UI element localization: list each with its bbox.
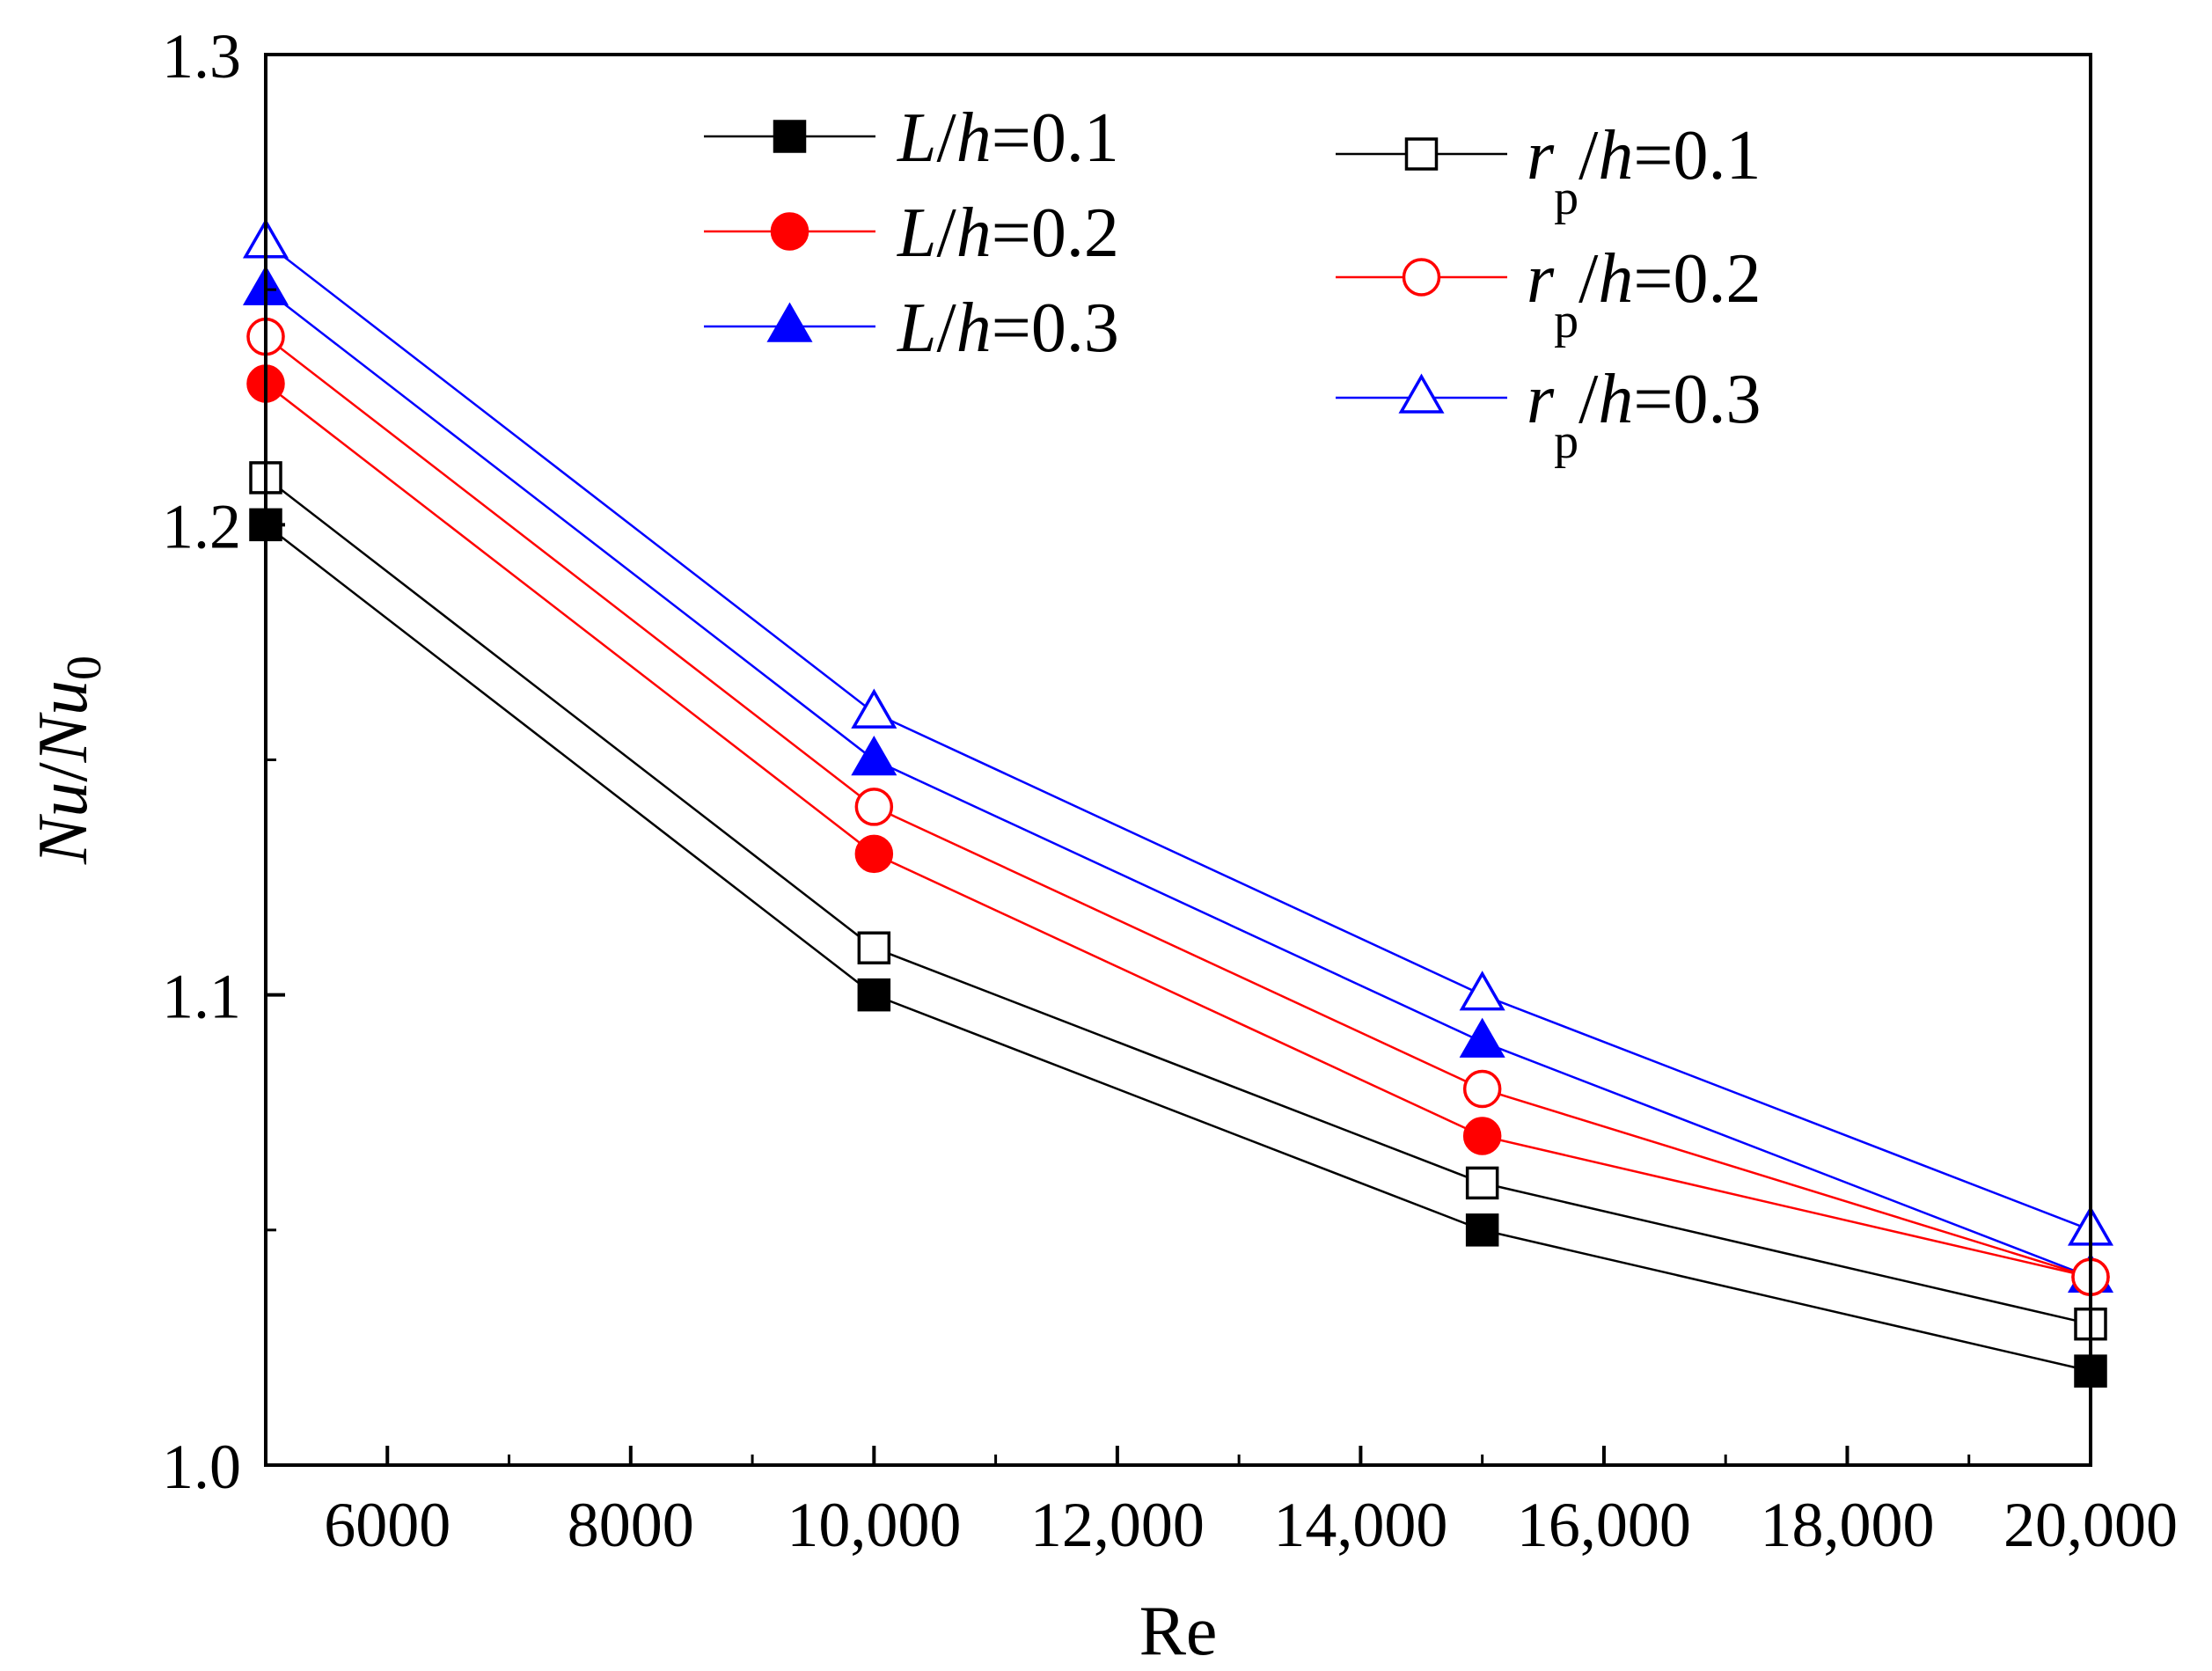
y-tick-label: 1.0: [162, 1432, 241, 1502]
legend-slash: /: [937, 194, 957, 272]
data-point-L02: [1462, 1117, 1502, 1155]
legend-entry-rp03: rp/h=0.3: [1336, 361, 1762, 469]
legend-subscript: p: [1554, 171, 1578, 225]
legend-value: =0.3: [1633, 361, 1761, 438]
series-line-L03: [265, 289, 2091, 1279]
legend-entry-rp01: rp/h=0.1: [1336, 117, 1762, 225]
y-axis-title-b: Nu: [25, 680, 102, 763]
series-line-rp03: [265, 241, 2091, 1231]
y-axis-title-subscript: 0: [57, 656, 112, 680]
legend-label: rp/h=0.3: [1527, 361, 1762, 469]
legend-symbol: r: [1527, 117, 1555, 194]
legend-h: h: [956, 289, 992, 367]
data-point-rp01: [1465, 1166, 1499, 1200]
legend-marker: [1402, 258, 1441, 297]
x-axis-title: Re: [1139, 1593, 1218, 1670]
legend-h: h: [1598, 240, 1633, 318]
legend-h: h: [956, 194, 992, 272]
legend-symbol: r: [1527, 240, 1555, 318]
legend-h: h: [1598, 117, 1633, 194]
plot-markers: [242, 218, 2114, 1388]
x-tick-label: 8000: [568, 1490, 694, 1560]
data-point-L03: [851, 735, 897, 776]
legend-marker: [1404, 137, 1439, 171]
legend-marker: [773, 120, 807, 153]
plot-frame: [264, 53, 2092, 1467]
data-point-L03: [1459, 1017, 1505, 1058]
legend-value: =0.2: [1633, 240, 1761, 318]
legend-entry-L02: L/h=0.2: [704, 194, 1119, 272]
x-tick-label: 10,000: [787, 1490, 961, 1560]
legend-slash: /: [1578, 361, 1599, 438]
series-line-L02: [265, 383, 2091, 1279]
data-point-rp03: [1459, 971, 1505, 1011]
series-line-L01: [265, 524, 2091, 1373]
series-line-rp01: [265, 476, 2091, 1325]
legend-value: =0.1: [992, 99, 1119, 177]
x-tick-label: 14,000: [1273, 1490, 1447, 1560]
legend-label: rp/h=0.2: [1527, 240, 1762, 348]
x-tick-label: 18,000: [1760, 1490, 1934, 1560]
data-point-rp01: [857, 931, 891, 964]
legend-subscript: p: [1554, 294, 1578, 348]
legend-label: L/h=0.2: [897, 194, 1119, 272]
x-tick-label: 12,000: [1030, 1490, 1205, 1560]
legend-label: L/h=0.1: [897, 99, 1119, 177]
x-tick-label: 6000: [324, 1490, 450, 1560]
legend-entry-L01: L/h=0.1: [704, 99, 1119, 177]
legend-subscript: p: [1554, 414, 1578, 469]
data-point-rp03: [851, 688, 897, 729]
axis-tick-labels: 6000 8000 10,000 12,000 14,000 16,000 18,000 20…: [162, 21, 2178, 1560]
legend-symbol: L: [897, 289, 937, 367]
legend-marker: [1398, 373, 1445, 414]
y-axis-title-slash: /: [25, 762, 102, 782]
y-axis-title: Nu/Nu0: [25, 656, 112, 865]
legend-symbol: L: [897, 194, 937, 272]
legend-symbol: L: [897, 99, 937, 177]
legend-label: rp/h=0.1: [1527, 117, 1762, 225]
legend-slash: /: [937, 289, 957, 367]
plot-lines: [265, 241, 2091, 1373]
legend-value: =0.1: [1633, 117, 1761, 194]
legend-label: L/h=0.3: [897, 289, 1119, 367]
legend-slash: /: [1578, 240, 1599, 318]
data-point-rp02: [854, 788, 894, 826]
data-point-L02: [854, 834, 894, 874]
legend-entry-L03: L/h=0.3: [704, 289, 1119, 367]
data-point-L01: [1465, 1213, 1499, 1247]
legend-marker: [766, 302, 813, 342]
legend-symbol: r: [1527, 361, 1555, 438]
legend-value: =0.2: [992, 194, 1119, 272]
legend-h: h: [956, 99, 992, 177]
y-tick-label: 1.3: [162, 21, 241, 92]
legend-h: h: [1598, 361, 1633, 438]
legend-slash: /: [937, 99, 957, 177]
legend-entry-rp02: rp/h=0.2: [1336, 240, 1762, 348]
axis-ticks: [266, 53, 2092, 1467]
y-tick-label: 1.1: [162, 962, 241, 1032]
legend-slash: /: [1578, 117, 1599, 194]
data-point-rp02: [1462, 1069, 1502, 1109]
x-tick-label: 16,000: [1517, 1490, 1691, 1560]
legend: L/h=0.1L/h=0.2L/h=0.3rp/h=0.1rp/h=0.2rp/…: [704, 99, 1762, 469]
series-line-rp02: [265, 335, 2091, 1279]
legend-value: =0.3: [992, 289, 1119, 367]
legend-marker: [770, 212, 809, 251]
data-point-L01: [857, 978, 891, 1012]
x-tick-label: 20,000: [2003, 1490, 2178, 1560]
y-axis-title-a: Nu: [25, 782, 102, 865]
y-tick-label: 1.2: [162, 491, 241, 561]
